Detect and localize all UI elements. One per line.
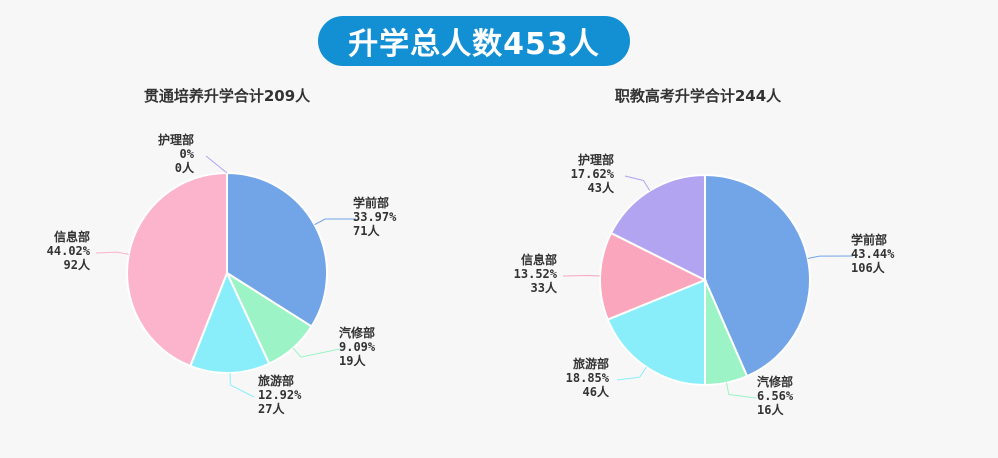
- leader-line-1-3: [229, 372, 255, 398]
- slice-count: 46人: [583, 384, 610, 399]
- slice-count: 16人: [757, 402, 784, 417]
- slice-count: 43人: [588, 180, 615, 195]
- slice-count: 19人: [339, 353, 366, 368]
- slice-percent: 13.52%: [514, 267, 558, 281]
- pie-slice-2-3[interactable]: [606, 278, 706, 387]
- slice-name: 学前部: [353, 195, 389, 210]
- slice-name: 护理部: [578, 152, 614, 167]
- slice-count: 92人: [64, 257, 91, 272]
- leader-line-1-4: [95, 251, 129, 255]
- slice-name: 护理部: [158, 132, 194, 147]
- slice-name: 旅游部: [258, 373, 294, 388]
- chart-2-title: 职教高考升学合计244人: [615, 87, 782, 105]
- slice-name: 汽修部: [339, 325, 375, 340]
- slice-label-2-1: 学前部 43.44% 106人: [851, 232, 895, 275]
- slice-label-1-3: 旅游部 12.92% 27人: [258, 373, 302, 416]
- pie-slice-1-4[interactable]: [126, 171, 228, 368]
- leader-line-1-5: [205, 155, 228, 174]
- slice-count: 0人: [175, 160, 195, 175]
- leader-line-2-5: [624, 175, 651, 191]
- slice-percent: 6.56%: [757, 389, 794, 403]
- leader-line-2-1: [807, 255, 854, 260]
- slice-percent: 17.62%: [571, 167, 615, 181]
- slice-percent: 18.85%: [566, 371, 610, 385]
- slice-name: 学前部: [851, 232, 887, 247]
- page-title: 升学总人数453人: [348, 27, 600, 62]
- slice-label-2-4: 信息部 13.52% 33人: [514, 252, 558, 295]
- slice-label-1-4: 信息部 44.02% 92人: [47, 229, 91, 272]
- slice-label-2-3: 旅游部 18.85% 46人: [566, 356, 610, 399]
- slice-percent: 9.09%: [339, 340, 376, 354]
- pie-slice-2-4[interactable]: [599, 231, 708, 321]
- leader-line-1-2: [292, 347, 341, 358]
- slice-percent: 33.97%: [353, 210, 397, 224]
- pie-slice-2-1[interactable]: [704, 173, 811, 378]
- leader-line-2-3: [616, 366, 647, 381]
- leader-line-1-1: [314, 218, 356, 226]
- slice-name: 信息部: [54, 229, 90, 244]
- pie-slice-2-5[interactable]: [609, 173, 706, 282]
- chart-1-title: 贯通培养升学合计209人: [144, 87, 311, 105]
- slice-label-2-2: 汽修部 6.56% 16人: [757, 374, 794, 417]
- slice-label-1-2: 汽修部 9.09% 19人: [339, 325, 376, 368]
- slice-count: 33人: [531, 280, 558, 295]
- leader-line-2-4: [562, 274, 601, 277]
- slice-label-1-1: 学前部 33.97% 71人: [353, 195, 397, 238]
- pie-slice-1-3[interactable]: [189, 270, 271, 374]
- slice-name: 旅游部: [573, 356, 609, 371]
- slice-label-2-5: 护理部 17.62% 43人: [571, 152, 615, 195]
- slice-percent: 43.44%: [851, 247, 895, 261]
- title-banner: 升学总人数453人: [318, 16, 630, 66]
- slice-name: 信息部: [521, 252, 557, 267]
- slice-percent: 0%: [180, 147, 195, 161]
- slice-count: 71人: [353, 223, 380, 238]
- slice-name: 汽修部: [757, 374, 793, 389]
- slice-label-1-5: 护理部 0% 0人: [158, 132, 195, 175]
- slice-percent: 12.92%: [258, 388, 302, 402]
- slice-count: 106人: [851, 260, 886, 275]
- slice-percent: 44.02%: [47, 244, 91, 258]
- slice-count: 27人: [258, 401, 285, 416]
- leader-line-2-2: [725, 382, 757, 399]
